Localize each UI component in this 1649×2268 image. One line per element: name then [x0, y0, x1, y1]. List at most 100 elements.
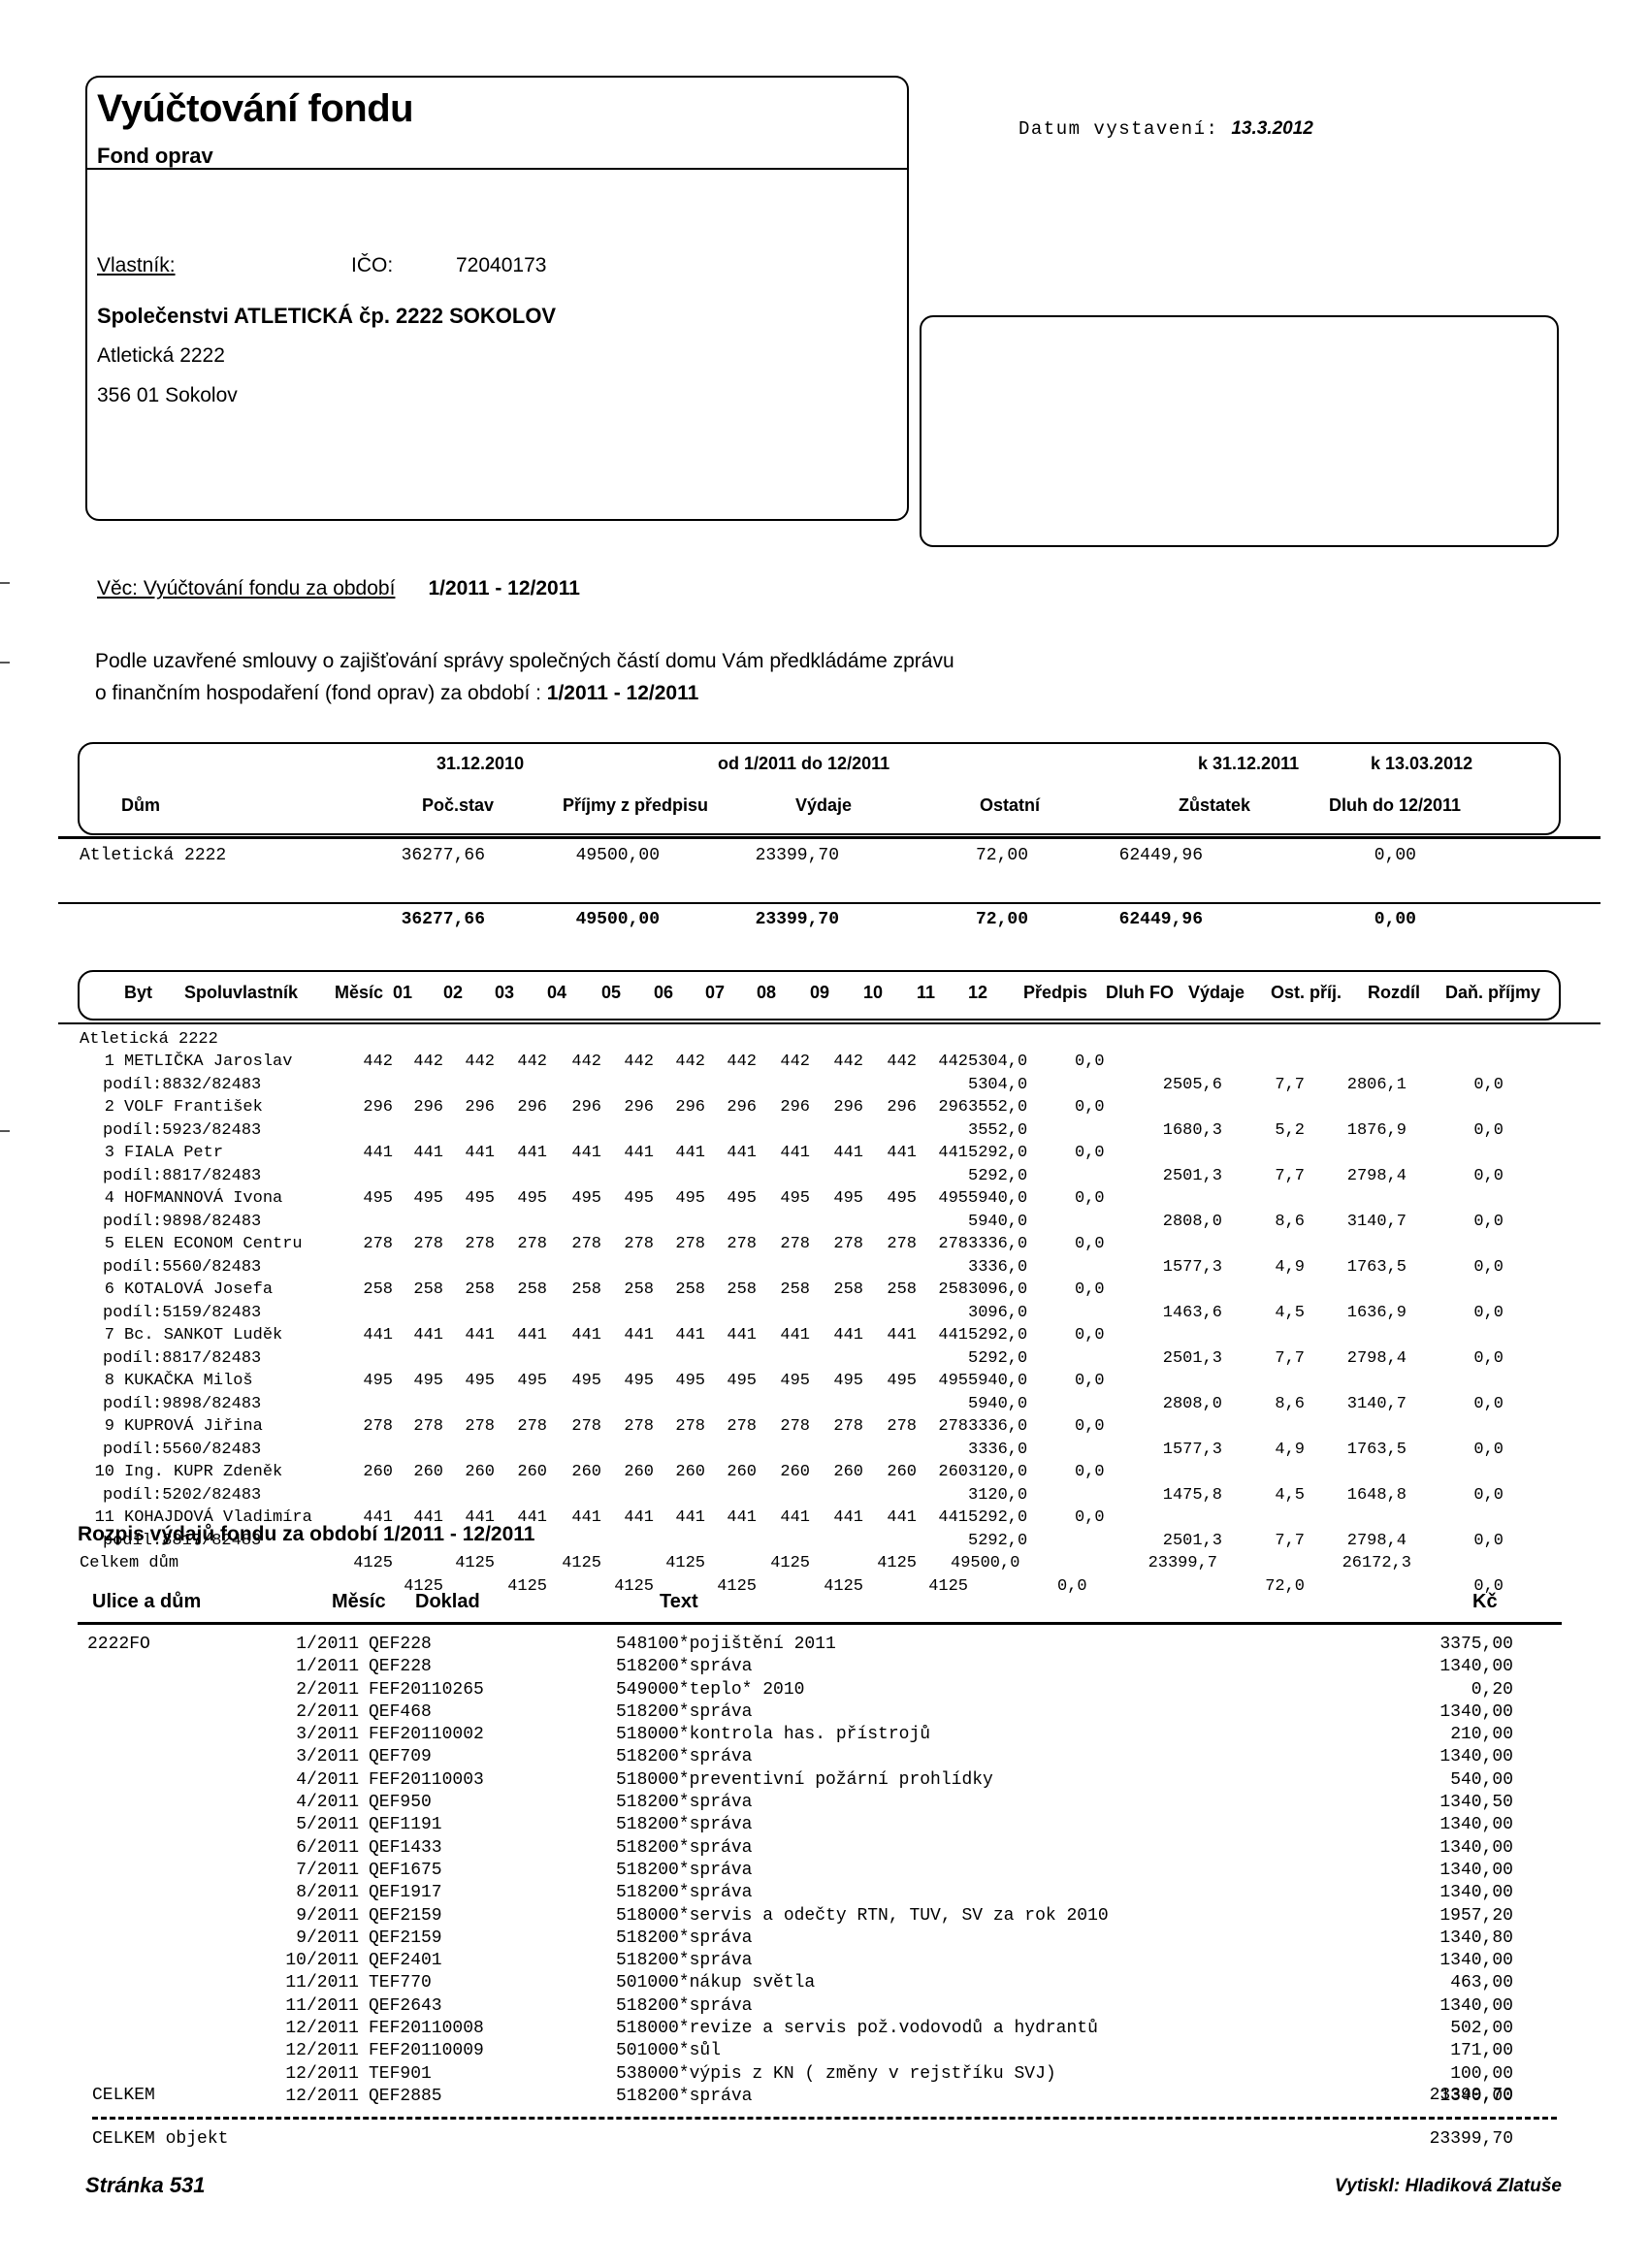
unit-dluh-fo: 0,0 — [1075, 1463, 1105, 1481]
margin-tick — [0, 1130, 10, 1132]
unit-predpis: 5940,0 — [968, 1372, 1028, 1390]
expense-text: 549000*teplo* 2010 — [616, 1679, 805, 1700]
unit-name: VOLF František — [124, 1098, 263, 1117]
expense-doklad: QEF1433 — [369, 1837, 442, 1858]
unit-byt: 4 — [104, 1189, 114, 1208]
expense-doklad: QEF1917 — [369, 1883, 442, 1903]
total-dluh-fo: 0,0 — [1057, 1576, 1087, 1596]
expense-mesic: 12/2011 — [285, 2019, 359, 2039]
expense-kc: 1340,50 — [1439, 1793, 1513, 1813]
intro-line-1: Podle uzavřené smlouvy o zajišťování spr… — [95, 650, 954, 672]
expense-text: 518200*správa — [616, 1951, 753, 1971]
expense-doklad: FEF20110008 — [369, 2019, 484, 2039]
table-row: podíl:5560/82483 3336,0 1577,3 4,9 1763,5 0,0 — [58, 1441, 1610, 1464]
expenses-col-kc: Kč — [1472, 1591, 1498, 1612]
expenses-total-label: CELKEM — [92, 2086, 155, 2105]
building-label: Atletická 2222 — [80, 1030, 218, 1049]
unit-byt: 9 — [104, 1417, 114, 1436]
unit-month-10: 441 — [833, 1508, 863, 1527]
table-row: podíl:8817/82483 5292,0 2501,3 7,7 2798,4 0,0 — [58, 1532, 1610, 1555]
unit-vydaje: 1680,3 — [1162, 1120, 1222, 1140]
unit-vydaje: 2501,3 — [1162, 1166, 1222, 1185]
unit-predpis-2: 5940,0 — [968, 1212, 1028, 1231]
months-col-ost-p-j: Ost. příj. — [1271, 983, 1342, 1002]
unit-month-4: 495 — [517, 1372, 547, 1390]
expense-text: 518200*správa — [616, 2086, 753, 2106]
unit-month-8: 442 — [727, 1053, 757, 1071]
summary-col-vydaje: Výdaje — [795, 795, 853, 815]
expense-doklad: QEF2159 — [369, 1928, 442, 1948]
summary-row: Atletická 2222 36277,66 49500,00 23399,7… — [58, 846, 1600, 885]
unit-month-10: 260 — [833, 1463, 863, 1481]
printed-by: Vytiskl: Hladiková Zlatuše — [1334, 2176, 1562, 2196]
unit-predpis-2: 3120,0 — [968, 1485, 1028, 1505]
expense-doklad: TEF770 — [369, 1973, 432, 1993]
months-rule — [58, 1022, 1600, 1024]
summary-table-frame — [78, 742, 1561, 835]
expenses-col-text: Text — [660, 1591, 698, 1612]
unit-month-4: 296 — [517, 1098, 547, 1117]
expense-mesic: 9/2011 — [296, 1905, 359, 1926]
expense-mesic: 1/2011 — [296, 1657, 359, 1677]
unit-dan-prijmy: 0,0 — [1473, 1212, 1504, 1231]
expense-doklad: TEF901 — [369, 2063, 432, 2084]
months-col-01: 01 — [393, 983, 413, 1002]
unit-month-9: 278 — [780, 1235, 810, 1253]
months-col-m-s-c: Měsíc — [335, 983, 384, 1002]
expense-doklad: QEF709 — [369, 1747, 432, 1767]
unit-month-5: 441 — [571, 1508, 601, 1527]
unit-predpis: 5292,0 — [968, 1144, 1028, 1162]
summary-row-prijmy: 49500,00 — [575, 846, 660, 865]
expense-text: 538000*výpis z KN ( změny v rejstříku SV… — [616, 2063, 1056, 2084]
expense-doklad: QEF228 — [369, 1635, 432, 1654]
expenses-rule — [78, 1622, 1562, 1625]
unit-month-6: 442 — [624, 1053, 654, 1071]
table-row: 12/2011 QEF2885 518200*správa 1340,00 — [78, 2087, 1571, 2109]
unit-month-10: 495 — [833, 1372, 863, 1390]
unit-podil: podíl:5560/82483 — [103, 1257, 262, 1277]
expense-kc: 0,20 — [1471, 1679, 1513, 1700]
unit-month-4: 260 — [517, 1463, 547, 1481]
expense-mesic: 5/2011 — [296, 1815, 359, 1835]
table-row: 9/2011 QEF2159 518000*servis a odečty RTN,… — [78, 1906, 1571, 1928]
expense-text: 518200*správa — [616, 1928, 753, 1948]
summary-row-vydaje: 23399,70 — [755, 846, 839, 865]
unit-dan-prijmy: 0,0 — [1473, 1257, 1504, 1277]
months-col-rozd-l: Rozdíl — [1368, 983, 1420, 1002]
address-window-box — [920, 315, 1559, 547]
unit-month-6: 495 — [624, 1189, 654, 1208]
unit-month-2: 278 — [413, 1235, 443, 1253]
unit-predpis-2: 5292,0 — [968, 1348, 1028, 1368]
table-row: 1 METLIČKA Jaroslav 442 442 442 442 442 442 442 4… — [58, 1053, 1610, 1076]
expense-doklad: QEF2885 — [369, 2086, 442, 2106]
unit-month-2: 441 — [413, 1326, 443, 1345]
expense-text: 518200*správa — [616, 1657, 753, 1677]
total-label: Celkem dům — [80, 1554, 179, 1572]
unit-dluh-fo: 0,0 — [1075, 1098, 1105, 1117]
months-col-v-daje: Výdaje — [1188, 983, 1245, 1002]
unit-month-3: 495 — [465, 1189, 495, 1208]
total-vydaje: 23399,7 — [1148, 1554, 1217, 1572]
expense-text: 518000*preventivní požární prohlídky — [616, 1769, 993, 1790]
table-row: 7/2011 QEF1675 518200*správa 1340,00 — [78, 1861, 1571, 1883]
unit-month-6: 278 — [624, 1417, 654, 1436]
expenses-dashed-rule — [92, 2117, 1557, 2120]
unit-ost-prij: 4,9 — [1275, 1257, 1305, 1277]
expense-kc: 1340,00 — [1439, 1860, 1513, 1880]
months-col-dluh-fo: Dluh FO — [1106, 983, 1174, 1002]
table-row: podíl:9898/82483 5940,0 2808,0 8,6 3140,7 0,0 — [58, 1395, 1610, 1418]
expense-doklad: QEF228 — [369, 1657, 432, 1677]
expense-kc: 1340,00 — [1439, 1747, 1513, 1767]
expense-kc: 1340,00 — [1439, 1995, 1513, 2016]
unit-rozdil: 1763,5 — [1346, 1440, 1406, 1459]
unit-dan-prijmy: 0,0 — [1473, 1166, 1504, 1185]
unit-month-10: 441 — [833, 1144, 863, 1162]
table-row: 1/2011 QEF228 518200*správa 1340,00 — [78, 1657, 1571, 1679]
total-month-even-2: 4125 — [507, 1576, 547, 1596]
expense-kc: 171,00 — [1450, 2041, 1513, 2061]
unit-month-9: 495 — [780, 1372, 810, 1390]
unit-month-11: 441 — [887, 1326, 917, 1345]
unit-month-8: 441 — [727, 1144, 757, 1162]
intro-line-2-period: 1/2011 - 12/2011 — [546, 682, 699, 704]
expenses-table-body: 2222FO 1/2011 QEF228 548100*pojištění 2011 3… — [78, 1635, 1571, 2109]
